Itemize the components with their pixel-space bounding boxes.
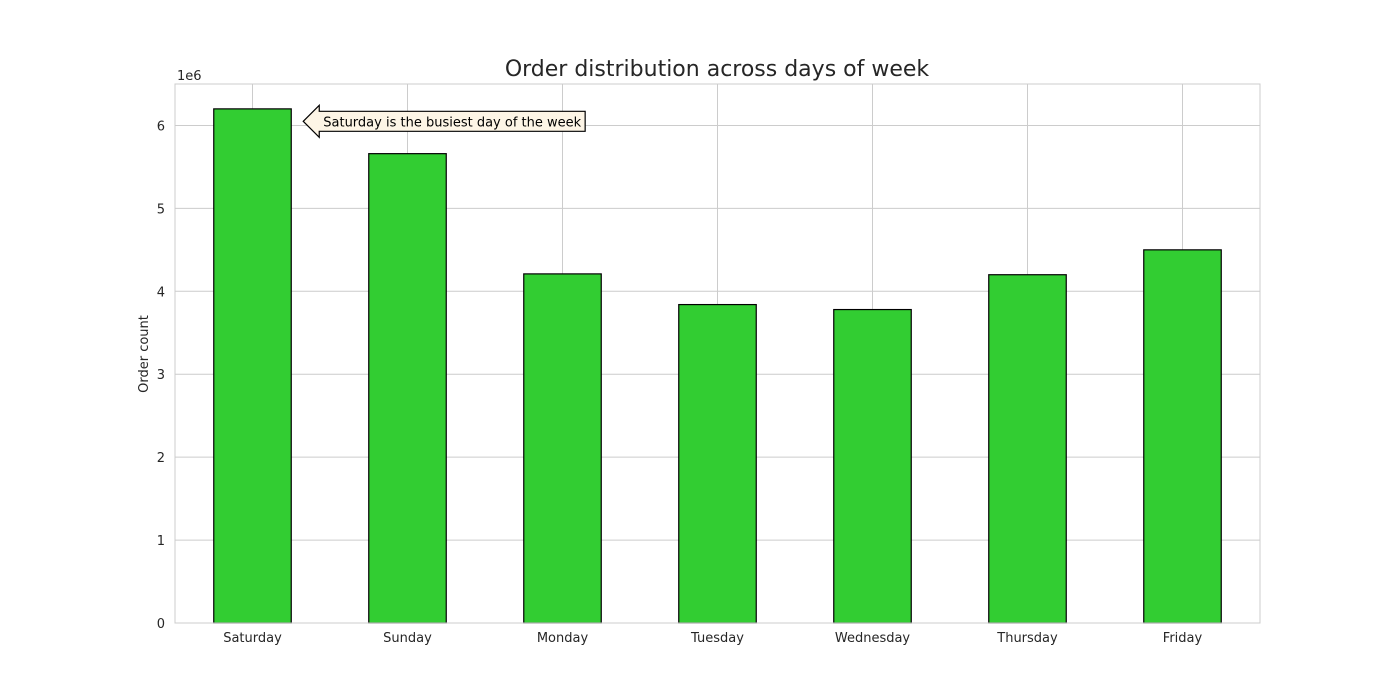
y-tick-label: 4 [157,285,165,300]
x-tick-label: Wednesday [835,631,911,646]
x-tick-label: Saturday [223,631,282,646]
x-ticks: Saturday Sunday Monday Tuesday Wednesday Thur… [223,631,1202,646]
bar-thursday [988,274,1067,624]
bar-wednesday [833,308,912,624]
bar-tuesday [678,303,757,624]
bar-friday [1143,249,1222,624]
y-axis-label: Order count [137,315,152,393]
y-offset-label: 1e6 [177,69,202,84]
y-tick-label: 3 [157,368,165,383]
annotation-arrow-box [302,103,586,139]
y-tick-label: 1 [157,534,165,549]
y-tick-label: 0 [157,617,165,632]
plot-frame [174,83,1261,624]
y-tick-label: 5 [157,202,165,217]
bar-saturday [213,108,292,624]
chart-title: Order distribution across days of week [505,57,930,82]
x-tick-label: Sunday [383,631,432,646]
y-tick-label: 6 [157,119,165,134]
annotation: Saturday is the busiest day of the week [302,103,586,139]
bars [213,108,1222,624]
y-ticks: 0 1 2 3 4 5 6 [157,119,165,632]
x-tick-label: Thursday [996,631,1058,646]
bar-sunday [368,153,447,624]
annotation-text: Saturday is the busiest day of the week [323,115,581,130]
x-tick-label: Tuesday [690,631,744,646]
x-tick-label: Monday [537,631,589,646]
x-tick-label: Friday [1163,631,1203,646]
bar-monday [523,273,602,624]
y-tick-label: 2 [157,451,165,466]
